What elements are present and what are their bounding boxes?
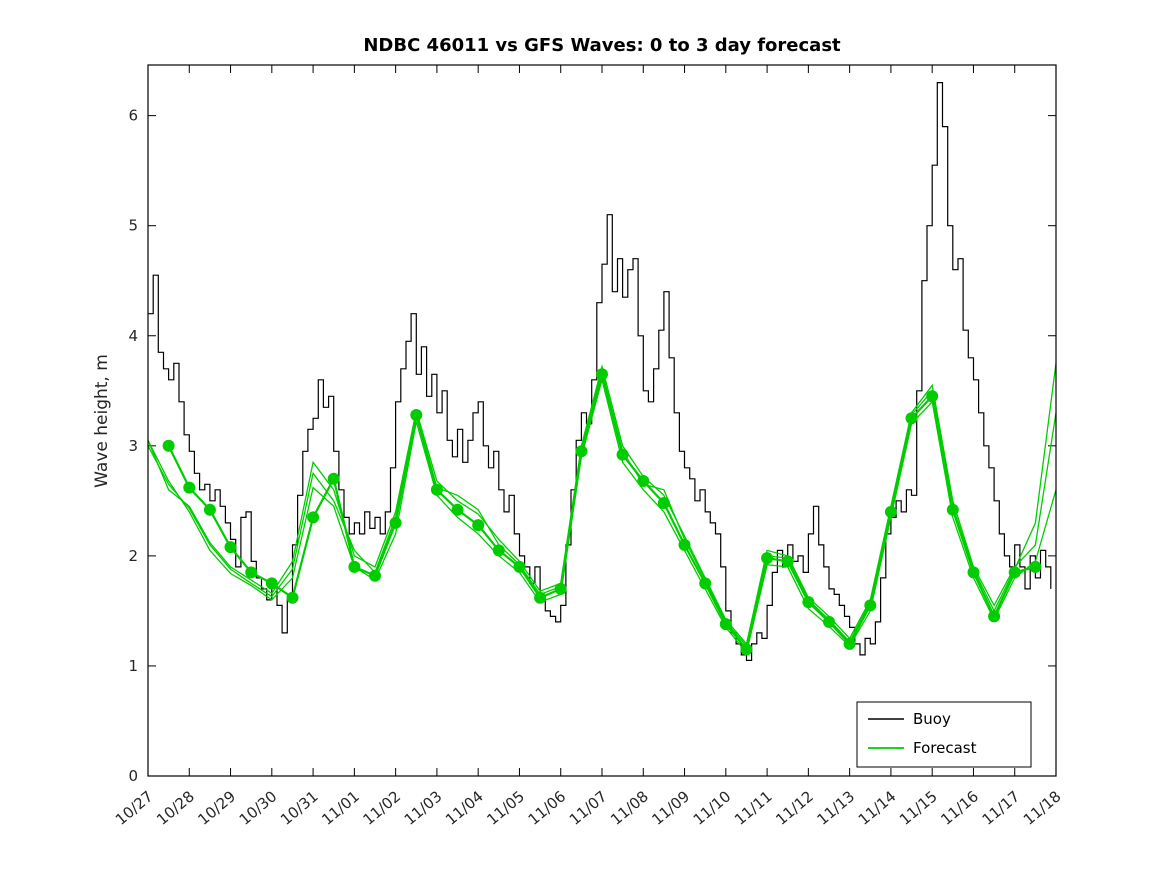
forecast-marker — [575, 445, 588, 458]
chart-title: NDBC 46011 vs GFS Waves: 0 to 3 day fore… — [363, 35, 841, 56]
forecast-marker — [823, 615, 835, 628]
forecast-marker — [596, 368, 608, 381]
forecast-marker — [389, 516, 402, 529]
forecast-marker — [410, 409, 423, 421]
forecast-marker — [637, 475, 650, 487]
y-tick-label: 1 — [128, 657, 138, 675]
x-tick-label: 11/04 — [442, 787, 487, 829]
forecast-marker — [946, 503, 959, 516]
x-tick-label: 11/16 — [937, 787, 982, 829]
x-tick-label: 11/09 — [648, 787, 693, 829]
forecast-marker — [513, 560, 526, 573]
forecast-marker — [1008, 566, 1021, 579]
y-tick-label: 0 — [128, 767, 138, 785]
forecast-member-line — [147, 363, 1057, 648]
forecast-marker — [286, 591, 299, 604]
y-tick-label: 2 — [128, 547, 138, 565]
forecast-marker — [761, 552, 774, 565]
legend: Buoy Forecast — [856, 701, 1032, 768]
forecast-marker — [534, 591, 547, 604]
forecast-marker — [740, 643, 753, 656]
forecast-marker — [988, 610, 1001, 623]
y-tick-label: 4 — [128, 327, 138, 345]
x-tick-label: 11/12 — [772, 787, 817, 829]
legend-forecast-label: Forecast — [913, 739, 977, 757]
forecast-member-line — [147, 377, 1057, 655]
forecast-marker — [926, 390, 939, 403]
y-axis-label: Wave height, m — [92, 354, 112, 488]
forecast-marker — [430, 483, 443, 496]
forecast-marker — [265, 577, 278, 590]
forecast-marker — [781, 555, 794, 568]
forecast-marker — [183, 481, 196, 494]
legend-buoy-label: Buoy — [913, 710, 951, 728]
forecast-marker — [1029, 560, 1042, 573]
x-tick-label: 11/14 — [855, 787, 900, 829]
y-tick-label: 6 — [128, 107, 138, 125]
forecast-marker — [203, 503, 216, 516]
x-tick-label: 11/01 — [318, 787, 363, 829]
forecast-marker — [162, 439, 175, 452]
forecast-marker — [967, 566, 980, 579]
x-tick-label: 11/11 — [731, 787, 776, 829]
forecast-marker — [369, 569, 381, 582]
forecast-marker — [327, 472, 340, 485]
x-tick-label: 11/02 — [360, 787, 405, 829]
x-tick-label: 11/18 — [1020, 787, 1065, 829]
forecast-marker — [451, 503, 464, 516]
forecast-marker — [492, 544, 505, 557]
forecast-marker — [348, 560, 361, 573]
y-tick-label: 3 — [128, 437, 138, 455]
forecast-marker — [657, 497, 670, 509]
legend-item-buoy: Buoy — [868, 710, 951, 728]
y-tick-label: 5 — [128, 217, 138, 235]
forecast-marker — [307, 511, 320, 524]
forecast-marker — [699, 577, 712, 590]
x-tick-label: 10/31 — [277, 787, 322, 829]
x-tick-label: 11/06 — [525, 787, 570, 829]
x-tick-label: 11/15 — [896, 787, 941, 829]
forecast-marker — [554, 582, 567, 595]
legend-item-forecast: Forecast — [868, 739, 977, 757]
x-tick-label: 11/08 — [607, 787, 652, 829]
forecast-marker — [802, 596, 815, 609]
x-tick-label: 10/27 — [112, 787, 157, 829]
x-tick-label: 11/05 — [483, 787, 528, 829]
x-tick-label: 11/13 — [814, 787, 859, 829]
x-tick-label: 11/07 — [566, 787, 611, 829]
forecast-marker — [678, 538, 691, 551]
forecast-marker — [472, 519, 485, 532]
forecast-marker — [864, 599, 877, 612]
x-tick-label: 11/17 — [979, 787, 1024, 829]
x-tick-label: 11/10 — [690, 787, 735, 829]
forecast-marker — [843, 637, 856, 650]
x-tick-label: 10/29 — [194, 787, 239, 829]
x-tick-label: 10/30 — [236, 787, 281, 829]
legend-box — [856, 701, 1032, 768]
forecast-marker — [245, 566, 258, 579]
x-tick-label: 11/03 — [401, 787, 446, 829]
x-tick-label: 10/28 — [153, 787, 198, 829]
axes-box — [147, 64, 1057, 777]
forecast-marker — [224, 541, 237, 554]
buoy-line — [148, 82, 1052, 661]
forecast-marker — [905, 412, 918, 425]
forecast-marker — [884, 505, 897, 518]
forecast-marker — [719, 618, 732, 631]
forecast-marker — [616, 448, 629, 461]
